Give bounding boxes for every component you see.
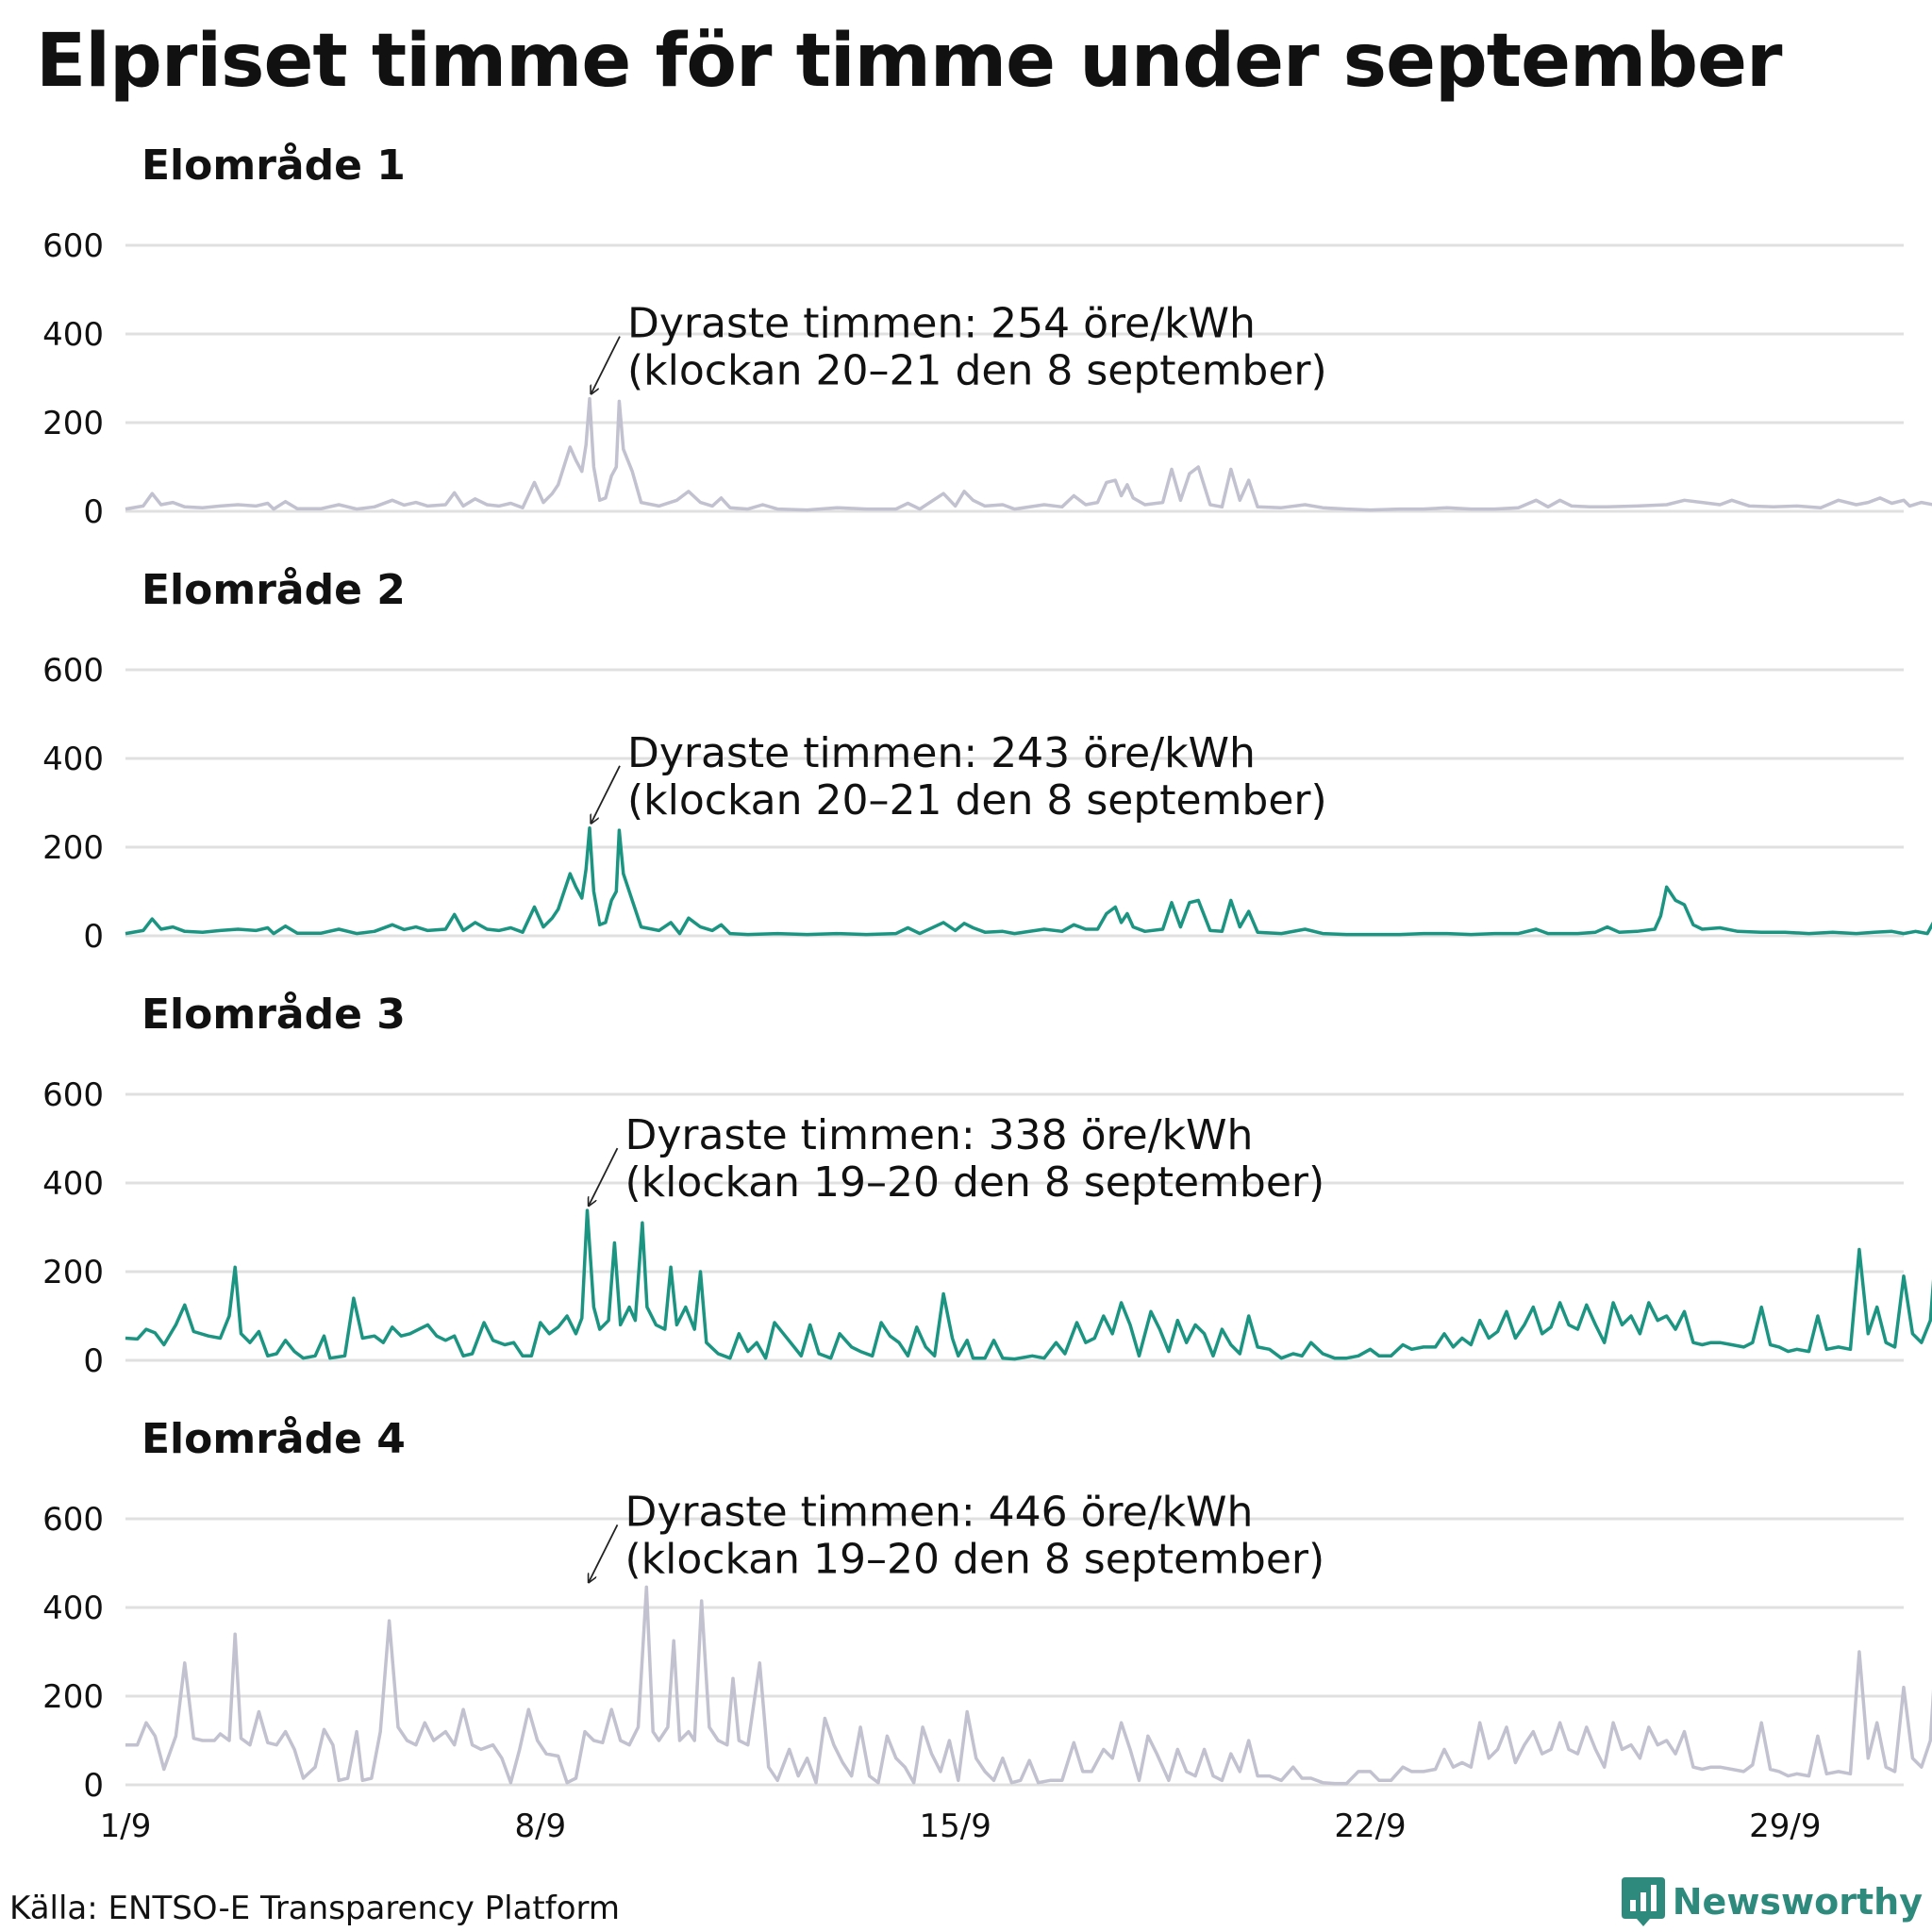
panel-title-4: Elområde 4 [142, 1415, 406, 1463]
y-tick-label: 400 [42, 1165, 104, 1203]
price-line-1 [125, 396, 1932, 512]
annotation-arrow [589, 1524, 619, 1581]
x-tick-label: 15/9 [919, 1807, 991, 1845]
x-tick-label: 29/9 [1749, 1807, 1821, 1845]
page-title: Elpriset timme för timme under september [36, 19, 1782, 104]
x-tick-label: 1/9 [100, 1807, 152, 1845]
y-tick-label: 200 [42, 405, 104, 442]
y-tick-label: 0 [83, 493, 104, 531]
price-line-2 [125, 826, 1932, 937]
y-tick-label: 0 [83, 1342, 104, 1380]
y-tick-label: 600 [42, 227, 104, 265]
y-tick-label: 0 [83, 1767, 104, 1805]
annotation-line-1: Dyraste timmen: 446 öre/kWh [625, 1488, 1253, 1536]
y-tick-label: 600 [42, 652, 104, 690]
y-tick-label: 400 [42, 316, 104, 354]
annotation-arrow [589, 1147, 619, 1205]
bar-chart-icon [1621, 1877, 1665, 1926]
x-tick-label: 8/9 [514, 1807, 566, 1845]
y-tick-label: 400 [42, 1590, 104, 1627]
x-tick-label: 22/9 [1334, 1807, 1406, 1845]
y-tick-label: 600 [42, 1076, 104, 1114]
y-tick-label: 0 [83, 918, 104, 956]
panel-title-2: Elområde 2 [142, 566, 406, 614]
annotation-line-2: (klockan 20–21 den 8 september) [627, 347, 1327, 395]
y-tick-label: 200 [42, 829, 104, 867]
y-tick-label: 400 [42, 741, 104, 778]
newsworthy-logo: Newsworthy [1621, 1875, 1923, 1928]
annotation-line-1: Dyraste timmen: 338 öre/kWh [625, 1111, 1253, 1159]
annotation-line-2: (klockan 19–20 den 8 september) [625, 1158, 1324, 1207]
annotation-line-1: Dyraste timmen: 243 öre/kWh [627, 729, 1256, 777]
price-line-4 [125, 1585, 1932, 1786]
annotation-arrow [591, 765, 621, 823]
y-tick-label: 200 [42, 1678, 104, 1716]
source-credit: Källa: ENTSO-E Transparency Platform [9, 1890, 621, 1927]
logo-text: Newsworthy [1672, 1881, 1923, 1923]
panel-title-1: Elområde 1 [142, 142, 406, 190]
annotation-line-2: (klockan 20–21 den 8 september) [627, 776, 1327, 824]
annotation-line-1: Dyraste timmen: 254 öre/kWh [627, 300, 1256, 348]
panel-title-3: Elområde 3 [142, 991, 406, 1039]
annotation-arrow [591, 336, 621, 393]
y-tick-label: 200 [42, 1254, 104, 1291]
annotation-line-2: (klockan 19–20 den 8 september) [625, 1535, 1324, 1583]
price-line-3 [125, 1208, 1932, 1361]
y-tick-label: 600 [42, 1501, 104, 1539]
